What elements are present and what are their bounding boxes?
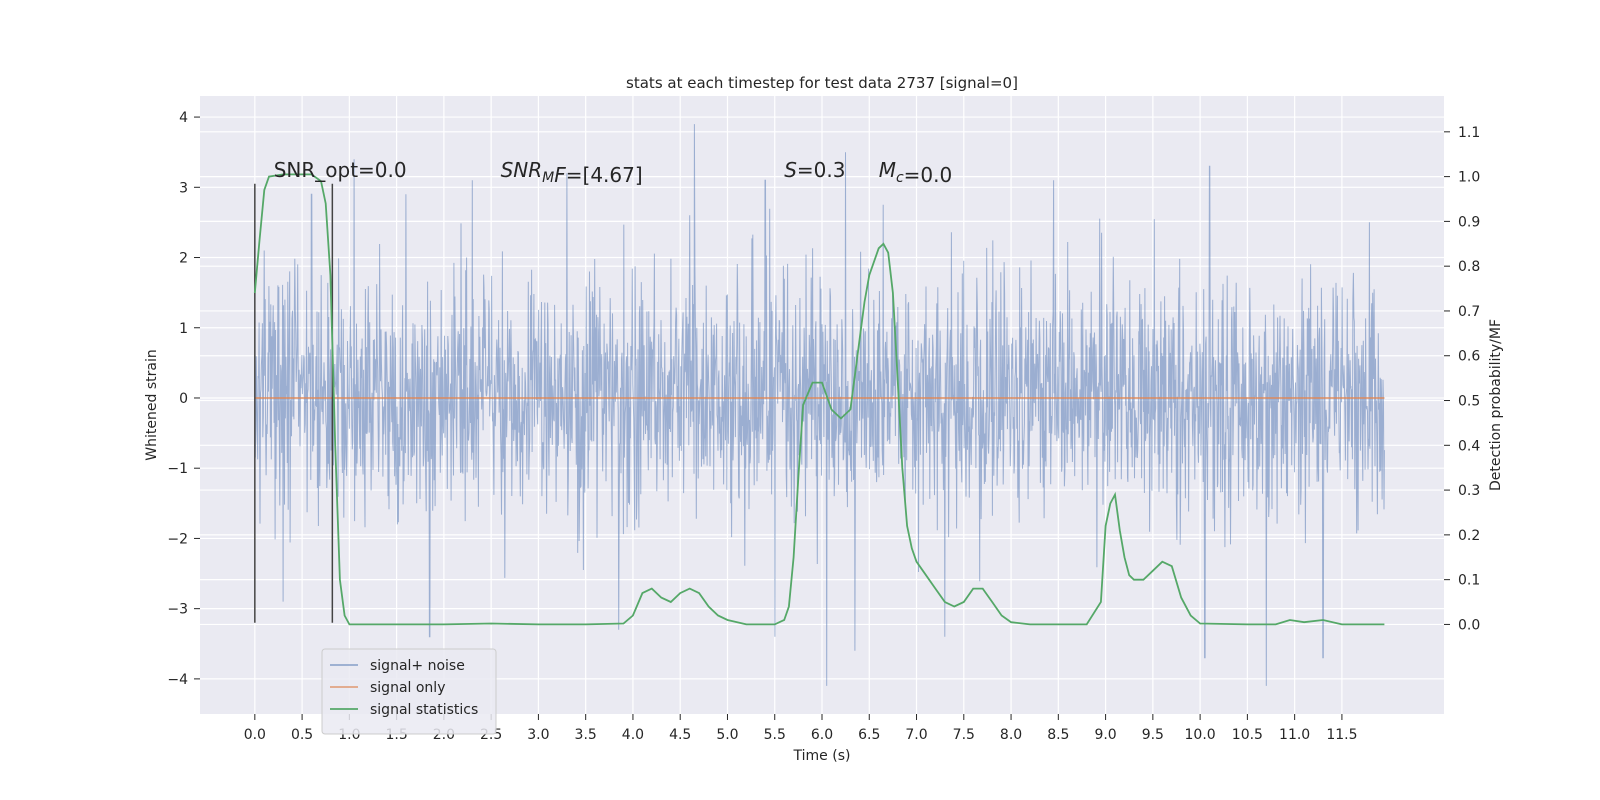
y-left-axis-ticks: −4 −3 −2 −1 0 1 2 3 4	[167, 110, 200, 688]
series-line-signal-statistics	[253, 173, 1385, 626]
y-right-tick-label: 1.0	[1458, 170, 1480, 186]
x-tick-label: 10.5	[1232, 727, 1263, 743]
y-right-tick-label: 0.9	[1458, 214, 1480, 230]
series-signal-statistics	[253, 173, 1385, 626]
y-right-tick-label: 0.0	[1458, 617, 1480, 633]
x-tick-label: 9.5	[1142, 727, 1164, 743]
y-right-tick-label: 0.5	[1458, 394, 1480, 410]
legend-label-signal-plus-noise: signal+ noise	[370, 658, 465, 674]
y-right-axis-ticks: 0.0 0.1 0.2 0.3 0.4 0.5 0.6 0.7 0.8 0.9 1.0 1.1	[1444, 125, 1480, 633]
x-tick-label: 5.5	[764, 727, 786, 743]
x-axis-ticks: 0.0 0.5 1.0 1.5 2.0 2.5 3.0 3.5 4.0 4.5 5.0 5.5 6.0 6…	[244, 714, 1357, 743]
series-signal-plus-noise	[254, 124, 1385, 686]
x-tick-label: 8.5	[1047, 727, 1069, 743]
x-tick-label: 6.0	[811, 727, 833, 743]
x-tick-label: 7.5	[953, 727, 975, 743]
legend-label-signal-statistics: signal statistics	[370, 702, 478, 718]
y-left-tick-label: 0	[179, 391, 188, 407]
x-axis-label: Time (s)	[793, 748, 851, 764]
x-tick-label: 4.0	[622, 727, 644, 743]
legend-label-signal-only: signal only	[370, 680, 445, 696]
x-tick-label: 6.5	[858, 727, 880, 743]
x-tick-label: 5.0	[716, 727, 738, 743]
x-tick-label: 11.0	[1279, 727, 1310, 743]
x-tick-label: 0.0	[244, 727, 266, 743]
x-tick-label: 11.5	[1326, 727, 1357, 743]
y-right-tick-label: 0.6	[1458, 349, 1480, 365]
annotation-3: Mc=0.0	[879, 158, 953, 187]
legend-box	[321, 648, 497, 735]
y-right-axis-label: Detection probability/MF	[1488, 319, 1504, 491]
x-tick-label: 0.5	[291, 727, 313, 743]
y-right-tick-label: 0.1	[1458, 573, 1480, 589]
y-right-tick-label: 0.4	[1458, 438, 1480, 454]
x-tick-label: 3.5	[575, 727, 597, 743]
y-left-tick-label: −2	[167, 531, 188, 547]
y-left-axis-label: Whitened strain	[144, 349, 160, 460]
y-left-tick-label: 4	[179, 110, 188, 126]
y-left-tick-label: −1	[167, 461, 188, 477]
chart-title: stats at each timestep for test data 273…	[626, 74, 1018, 92]
series-line-signal-plus-noise	[254, 124, 1385, 686]
y-left-tick-label: 1	[179, 321, 188, 337]
x-tick-label: 8.0	[1000, 727, 1022, 743]
x-tick-label: 10.0	[1185, 727, 1216, 743]
legend: signal+ noise signal only signal statist…	[321, 648, 497, 735]
y-right-tick-label: 0.2	[1458, 528, 1480, 544]
y-left-tick-label: −4	[167, 672, 188, 688]
y-right-tick-label: 0.3	[1458, 483, 1480, 499]
y-left-tick-label: −3	[167, 602, 188, 618]
y-right-tick-label: 0.7	[1458, 304, 1480, 320]
y-left-tick-label: 3	[179, 180, 188, 196]
x-tick-label: 4.5	[669, 727, 691, 743]
annotation-0: SNR_opt=0.0	[274, 158, 407, 182]
vertical-markers	[254, 183, 334, 623]
x-tick-label: 3.0	[527, 727, 549, 743]
y-right-tick-label: 0.8	[1458, 259, 1480, 275]
y-left-tick-label: 2	[179, 251, 188, 267]
x-tick-label: 9.0	[1094, 727, 1116, 743]
y-right-tick-label: 1.1	[1458, 125, 1480, 141]
annotations: SNR_opt=0.0 SNRMF=[4.67] S=0.3 Mc=0.0	[274, 158, 953, 187]
annotation-2: S=0.3	[784, 158, 845, 182]
annotation-1: SNRMF=[4.67]	[501, 158, 643, 187]
x-tick-label: 7.0	[905, 727, 927, 743]
